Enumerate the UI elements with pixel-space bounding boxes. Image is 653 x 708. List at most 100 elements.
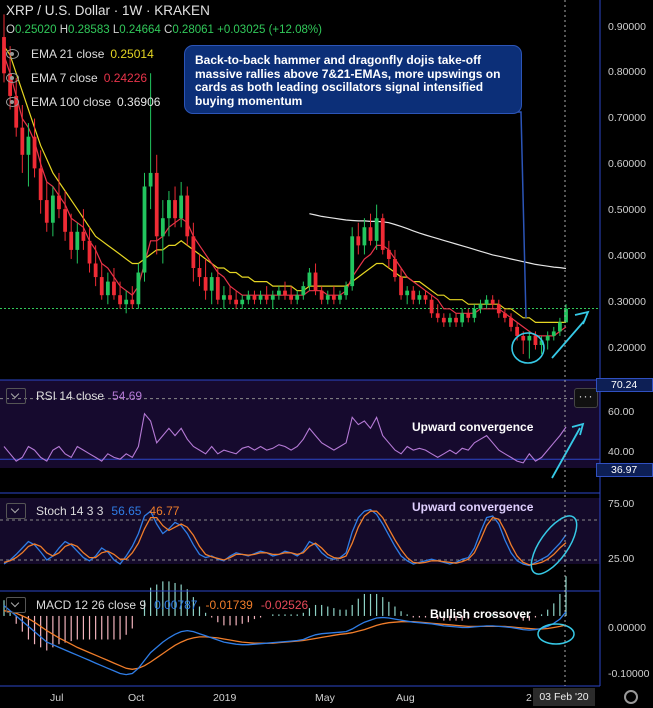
candle-body: [81, 231, 86, 241]
candle-body: [325, 295, 330, 300]
pane-separators: [0, 0, 601, 687]
candle-body: [301, 286, 306, 296]
candle-body: [295, 295, 300, 300]
candle-body: [478, 304, 483, 309]
candle-body: [124, 299, 129, 305]
legend-value: 0.36906: [117, 95, 161, 109]
candle-body: [258, 295, 263, 300]
candle-body: [441, 317, 446, 323]
low-label: L: [112, 24, 120, 36]
time-axis-tick: Jul: [50, 692, 64, 704]
gear-icon[interactable]: [624, 690, 638, 704]
candle-body: [484, 299, 489, 305]
candle-body: [93, 263, 98, 278]
stoch-axis-tick: 25.00: [608, 553, 635, 565]
candle-body: [503, 313, 507, 318]
close-value: 0.28061: [172, 24, 214, 36]
time-axis-tick: May: [315, 692, 335, 704]
candle-body: [50, 195, 55, 223]
candle-body: [539, 340, 544, 345]
candle-body: [435, 313, 440, 318]
candle-body: [313, 272, 318, 291]
candle-body: [509, 317, 513, 327]
rsi-line: [3, 412, 567, 464]
candle-body: [252, 295, 257, 300]
collapse-chevron-icon[interactable]: [6, 597, 26, 613]
macd-note: Bullish crossover: [430, 607, 531, 621]
stoch-pane-legend[interactable]: Stoch 14 3 3 56.65 46.77: [6, 503, 179, 519]
candle-body: [38, 168, 43, 201]
symbol-name: XRP / U.S. Dollar: [6, 3, 111, 18]
candle-body: [405, 290, 410, 296]
candle-body: [338, 295, 342, 300]
interval-label[interactable]: 1W: [122, 3, 143, 18]
candle-body: [191, 236, 196, 269]
candle-body: [167, 200, 171, 219]
legend-ema-7[interactable]: EMA 7 close 0.24226: [6, 68, 147, 88]
eye-icon[interactable]: [6, 49, 19, 59]
candle-body: [362, 227, 367, 246]
candle-body: [331, 295, 336, 300]
candle-body: [75, 231, 80, 250]
candle-body: [215, 277, 220, 300]
candle-body: [179, 195, 184, 219]
candle-body: [417, 295, 422, 300]
candle-body: [423, 295, 428, 300]
candle-body: [20, 127, 25, 155]
candle-body: [112, 281, 116, 296]
rsi-pane-legend[interactable]: RSI 14 close 54.69: [6, 388, 142, 404]
rsi-value: 54.69: [112, 389, 143, 403]
time-axis-tick: Oct: [128, 692, 145, 704]
rsi-arrow-line: [551, 427, 581, 479]
candle-body: [551, 331, 556, 336]
legend-ema-21[interactable]: EMA 21 close 0.25014: [6, 44, 154, 64]
candle-body: [2, 37, 6, 74]
drawing-annotations: [511, 111, 590, 364]
candle-body: [44, 200, 49, 223]
collapse-chevron-icon[interactable]: [6, 503, 26, 519]
open-label: O: [6, 24, 15, 36]
candle-body: [99, 277, 104, 296]
candle-body: [411, 290, 416, 300]
candle-body: [368, 227, 373, 241]
candle-body: [350, 236, 355, 287]
candle-body: [270, 295, 275, 300]
candle-body: [154, 172, 159, 237]
annotation-callout[interactable]: Back-to-back hammer and dragonfly dojis …: [184, 45, 522, 114]
candle-body: [185, 195, 190, 237]
candle-body: [283, 290, 287, 296]
candle-body: [142, 186, 147, 273]
eye-icon[interactable]: [6, 73, 19, 83]
candle-body: [399, 277, 403, 296]
candle-body: [466, 313, 471, 318]
symbol-header[interactable]: XRP / U.S. Dollar · 1W · KRAKEN: [6, 3, 210, 18]
time-axis-tick: 2019: [213, 692, 237, 704]
candle-body: [545, 335, 550, 341]
macd-pane-legend[interactable]: MACD 12 26 close 9 0.00787 -0.01739 -0.0…: [6, 597, 308, 613]
eye-icon[interactable]: [6, 97, 19, 107]
price-axis-tick: 0.90000: [608, 21, 646, 33]
candle-body: [527, 335, 532, 341]
stoch-k-value: 56.65: [111, 504, 142, 518]
candle-body: [374, 218, 379, 241]
price-axis-tick: 0.70000: [608, 112, 646, 124]
candle-body: [197, 268, 202, 278]
legend-ema-100[interactable]: EMA 100 close 0.36906: [6, 92, 160, 112]
stoch-k-line: [3, 508, 567, 567]
macd-hist-value: -0.02526: [260, 598, 309, 612]
rsi-arrow-head: [571, 422, 585, 436]
candle-body: [87, 240, 92, 264]
candle-body: [8, 73, 13, 96]
high-label: H: [59, 24, 69, 36]
candle-body: [203, 277, 208, 291]
candle-body: [264, 295, 269, 300]
price-axis-tick: 0.50000: [608, 204, 646, 216]
time-axis-tick: Aug: [396, 692, 415, 704]
collapse-chevron-icon[interactable]: [6, 388, 26, 404]
more-options-button[interactable]: ···: [574, 388, 598, 408]
candle-body: [209, 277, 214, 291]
macd-axis-tick: -0.10000: [608, 668, 650, 680]
stoch-d-value: 46.77: [149, 504, 180, 518]
price-axis-tick: 0.30000: [608, 296, 646, 308]
